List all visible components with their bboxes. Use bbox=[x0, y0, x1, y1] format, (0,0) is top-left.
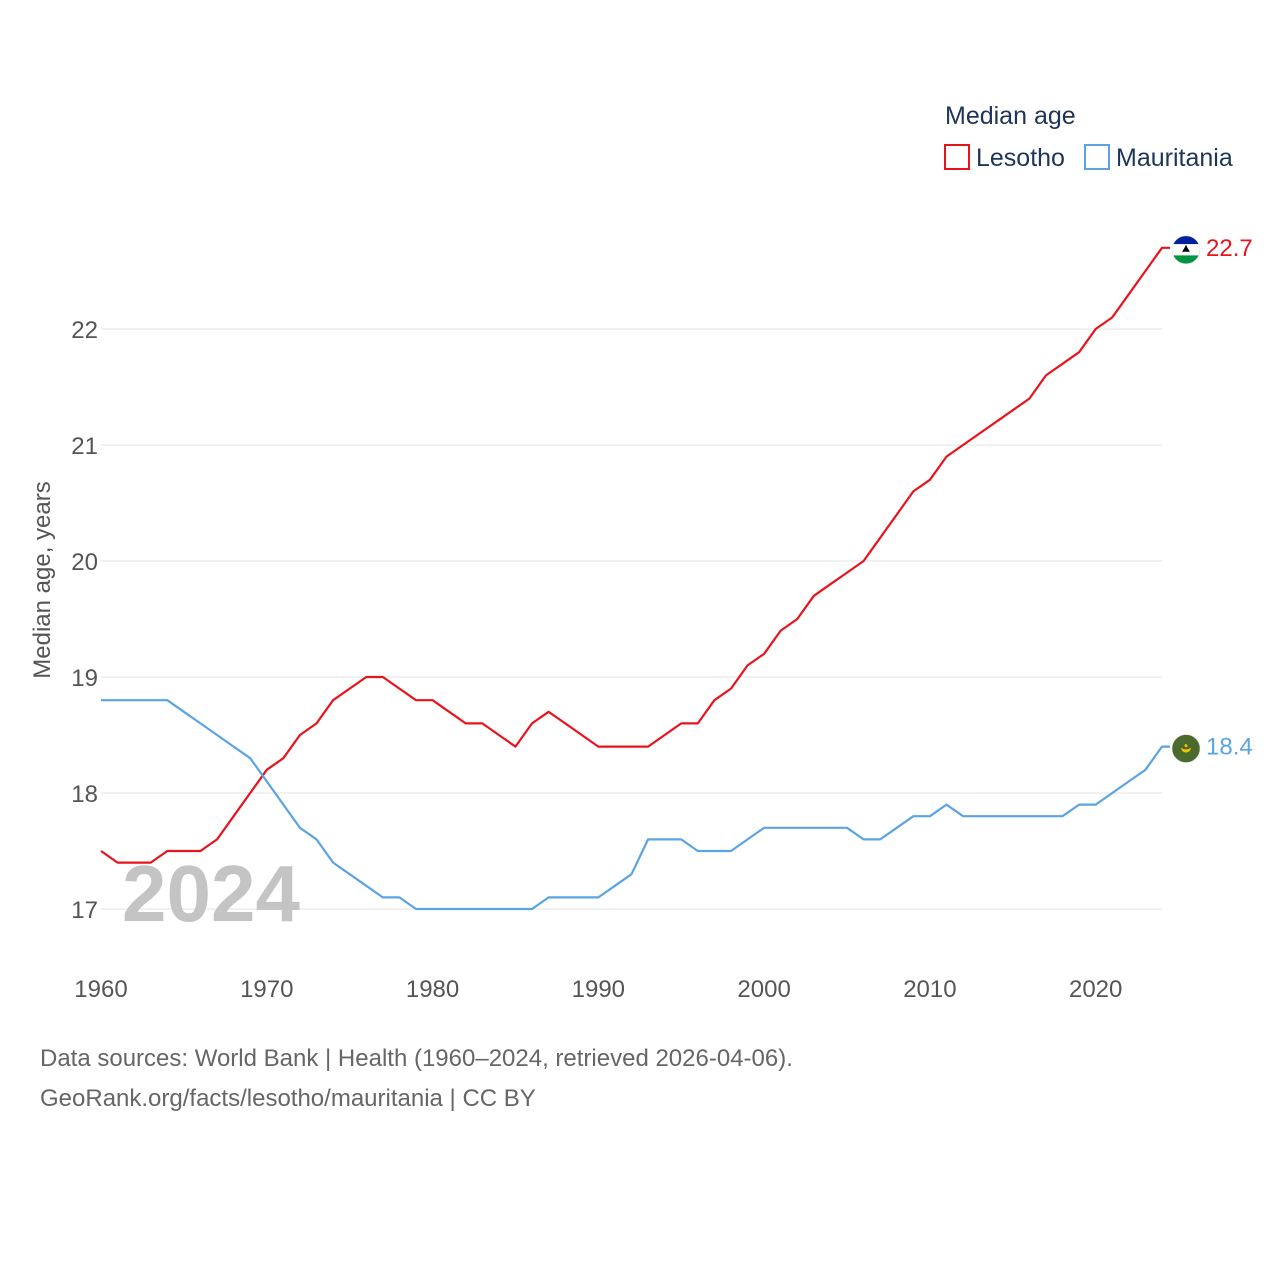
legend-title: Median age bbox=[945, 102, 1076, 130]
x-tick-label-1990: 1990 bbox=[572, 976, 625, 1003]
x-tick-label-2010: 2010 bbox=[903, 976, 956, 1003]
source-line-2: GeoRank.org/facts/lesotho/mauritania | C… bbox=[40, 1085, 536, 1112]
series-end-markers: 22.7 18.4 bbox=[1171, 235, 1253, 763]
series-line-lesotho bbox=[100, 246, 1170, 864]
x-tick-label-1960: 1960 bbox=[74, 976, 127, 1003]
x-tick-label-2020: 2020 bbox=[1069, 976, 1122, 1003]
lesotho-flag-icon bbox=[1171, 235, 1201, 265]
end-value-label-lesotho: 22.7 bbox=[1206, 235, 1253, 262]
y-axis-title: Median age, years bbox=[29, 481, 56, 678]
legend-item-lesotho[interactable]: Lesotho bbox=[944, 144, 1065, 172]
x-tick-label-1980: 1980 bbox=[406, 976, 459, 1003]
x-tick-label-2000: 2000 bbox=[737, 976, 790, 1003]
x-axis-ticks: 1960 1970 1980 1990 2000 2010 2020 bbox=[74, 976, 1122, 1003]
y-tick-label-17: 17 bbox=[71, 897, 98, 924]
mauritania-flag-icon bbox=[1171, 734, 1201, 763]
y-tick-label-21: 21 bbox=[71, 433, 98, 460]
y-tick-label-20: 20 bbox=[71, 549, 98, 576]
source-line-1: Data sources: World Bank | Health (1960–… bbox=[40, 1045, 793, 1072]
legend-item-mauritania[interactable]: Mauritania bbox=[1084, 144, 1233, 172]
legend: Median age Lesotho Mauritania bbox=[944, 102, 1233, 172]
y-axis-ticks: 17 18 19 20 21 22 bbox=[71, 317, 98, 924]
x-tick-label-1970: 1970 bbox=[240, 976, 293, 1003]
year-watermark: 2024 bbox=[122, 849, 300, 938]
legend-label-mauritania: Mauritania bbox=[1116, 144, 1233, 172]
y-tick-label-19: 19 bbox=[71, 665, 98, 692]
legend-swatch-mauritania bbox=[1084, 144, 1110, 170]
y-tick-label-22: 22 bbox=[71, 317, 98, 344]
median-age-chart: 17 18 19 20 21 22 1960 1970 1980 1990 2000 2010 202… bbox=[29, 102, 1253, 1003]
series-line-mauritania bbox=[101, 699, 1170, 911]
end-value-label-mauritania: 18.4 bbox=[1206, 734, 1253, 761]
series-lines bbox=[100, 246, 1170, 911]
legend-label-lesotho: Lesotho bbox=[976, 144, 1065, 172]
grid-lines bbox=[101, 328, 1162, 910]
legend-swatch-lesotho bbox=[944, 144, 970, 170]
y-tick-label-18: 18 bbox=[71, 781, 98, 808]
